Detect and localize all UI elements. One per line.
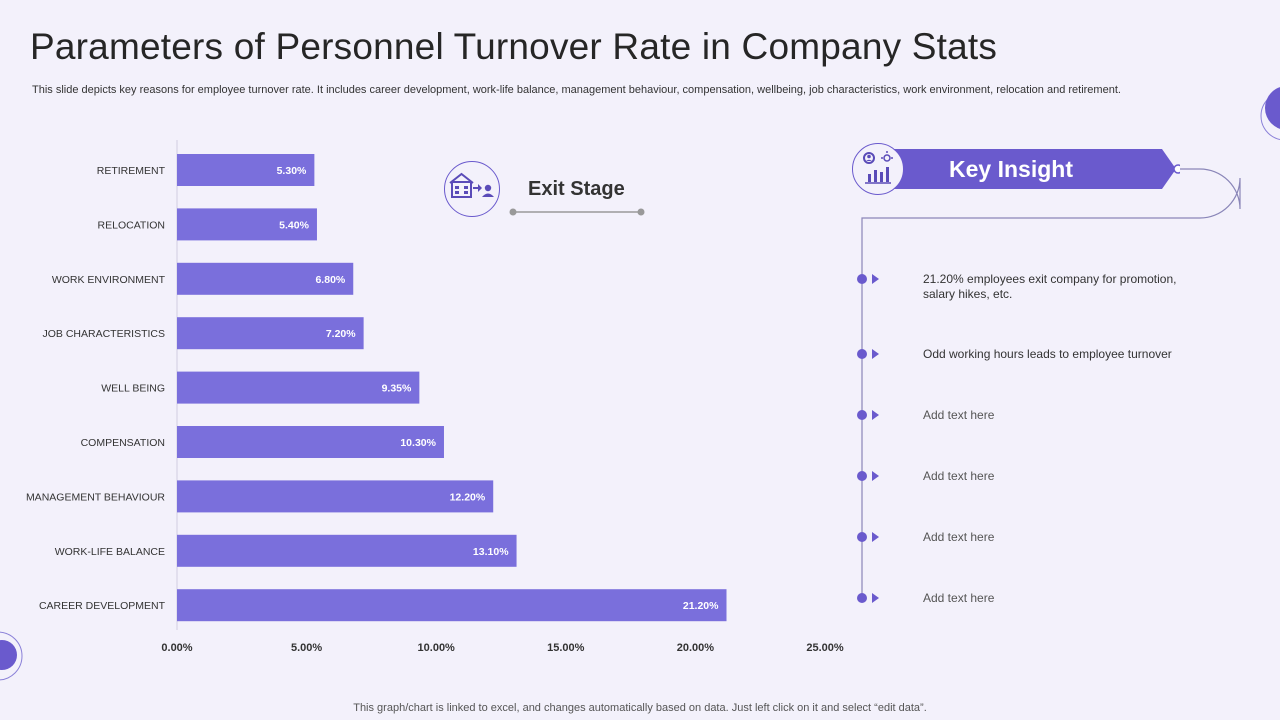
category-label: RETIREMENT xyxy=(97,165,166,177)
page-subtitle: This slide depicts key reasons for emplo… xyxy=(32,84,1121,96)
timeline-dot xyxy=(857,471,867,481)
bar-value-label: 7.20% xyxy=(326,328,356,340)
exit-stage-icon xyxy=(444,161,500,217)
timeline-arrow-icon xyxy=(872,593,879,603)
insight-item-5: Add text here xyxy=(923,530,995,544)
timeline-arrow-icon xyxy=(872,349,879,359)
timeline-dot xyxy=(857,274,867,284)
x-tick-label: 15.00% xyxy=(547,642,585,654)
timeline-dot xyxy=(857,593,867,603)
timeline-dot xyxy=(857,410,867,420)
bar-value-label: 21.20% xyxy=(683,600,719,612)
key-insight-timeline xyxy=(857,168,1241,603)
category-label: WELL BEING xyxy=(101,383,165,395)
bar xyxy=(177,480,494,513)
x-tick-label: 25.00% xyxy=(806,642,844,654)
insight-item-6: Add text here xyxy=(923,591,995,605)
insight-item-1: 21.20% employees exit company for promot… xyxy=(923,272,1177,301)
timeline-dot xyxy=(857,349,867,359)
insight-item-3: Add text here xyxy=(923,408,995,422)
corner-decoration-bottom-left xyxy=(0,631,23,681)
bar xyxy=(177,154,315,186)
bar xyxy=(177,371,420,404)
bar-value-label: 9.35% xyxy=(382,383,412,395)
exit-stage-title: Exit Stage xyxy=(528,178,625,200)
insight-item-2: Odd working hours leads to employee turn… xyxy=(923,347,1172,361)
timeline-arrow-icon xyxy=(872,274,879,284)
category-label: MANAGEMENT BEHAVIOUR xyxy=(26,491,165,503)
key-insight-icon xyxy=(852,143,904,195)
x-tick-label: 5.00% xyxy=(291,642,322,654)
corner-decoration-top-right xyxy=(1260,87,1280,140)
bar xyxy=(177,262,354,295)
x-tick-label: 20.00% xyxy=(677,642,715,654)
bar xyxy=(177,208,317,241)
bar-value-label: 5.40% xyxy=(279,219,309,231)
timeline-arrow-icon xyxy=(872,471,879,481)
bar xyxy=(177,534,517,567)
bar-value-label: 12.20% xyxy=(450,491,486,503)
key-insight-title: Key Insight xyxy=(949,156,1073,182)
category-label: RELOCATION xyxy=(98,219,165,231)
x-tick-label: 0.00% xyxy=(161,642,192,654)
category-label: WORK ENVIRONMENT xyxy=(52,274,166,286)
footer-note: This graph/chart is linked to excel, and… xyxy=(353,702,927,714)
timeline-arrow-icon xyxy=(872,410,879,420)
timeline-dot xyxy=(857,532,867,542)
bar xyxy=(177,589,727,622)
category-label: COMPENSATION xyxy=(81,437,165,449)
bar-value-label: 13.10% xyxy=(473,546,509,558)
bar-value-label: 6.80% xyxy=(315,274,345,286)
bar-value-label: 10.30% xyxy=(400,437,436,449)
bar xyxy=(177,317,364,350)
x-tick-label: 10.00% xyxy=(418,642,456,654)
category-label: JOB CHARACTERISTICS xyxy=(42,328,165,340)
insight-item-4: Add text here xyxy=(923,469,995,483)
timeline-arrow-icon xyxy=(872,532,879,542)
exit-stage-underline xyxy=(509,208,645,216)
bar-value-label: 5.30% xyxy=(277,165,307,177)
page-title: Parameters of Personnel Turnover Rate in… xyxy=(30,26,998,67)
key-insight-banner xyxy=(880,149,1180,189)
bar xyxy=(177,426,444,458)
turnover-bar-chart: 5.30% RETIREMENT 5.40% RELOCATION 6.80% WORK … xyxy=(26,140,844,654)
category-label: WORK-LIFE BALANCE xyxy=(55,546,165,558)
category-label: CAREER DEVELOPMENT xyxy=(39,600,166,612)
